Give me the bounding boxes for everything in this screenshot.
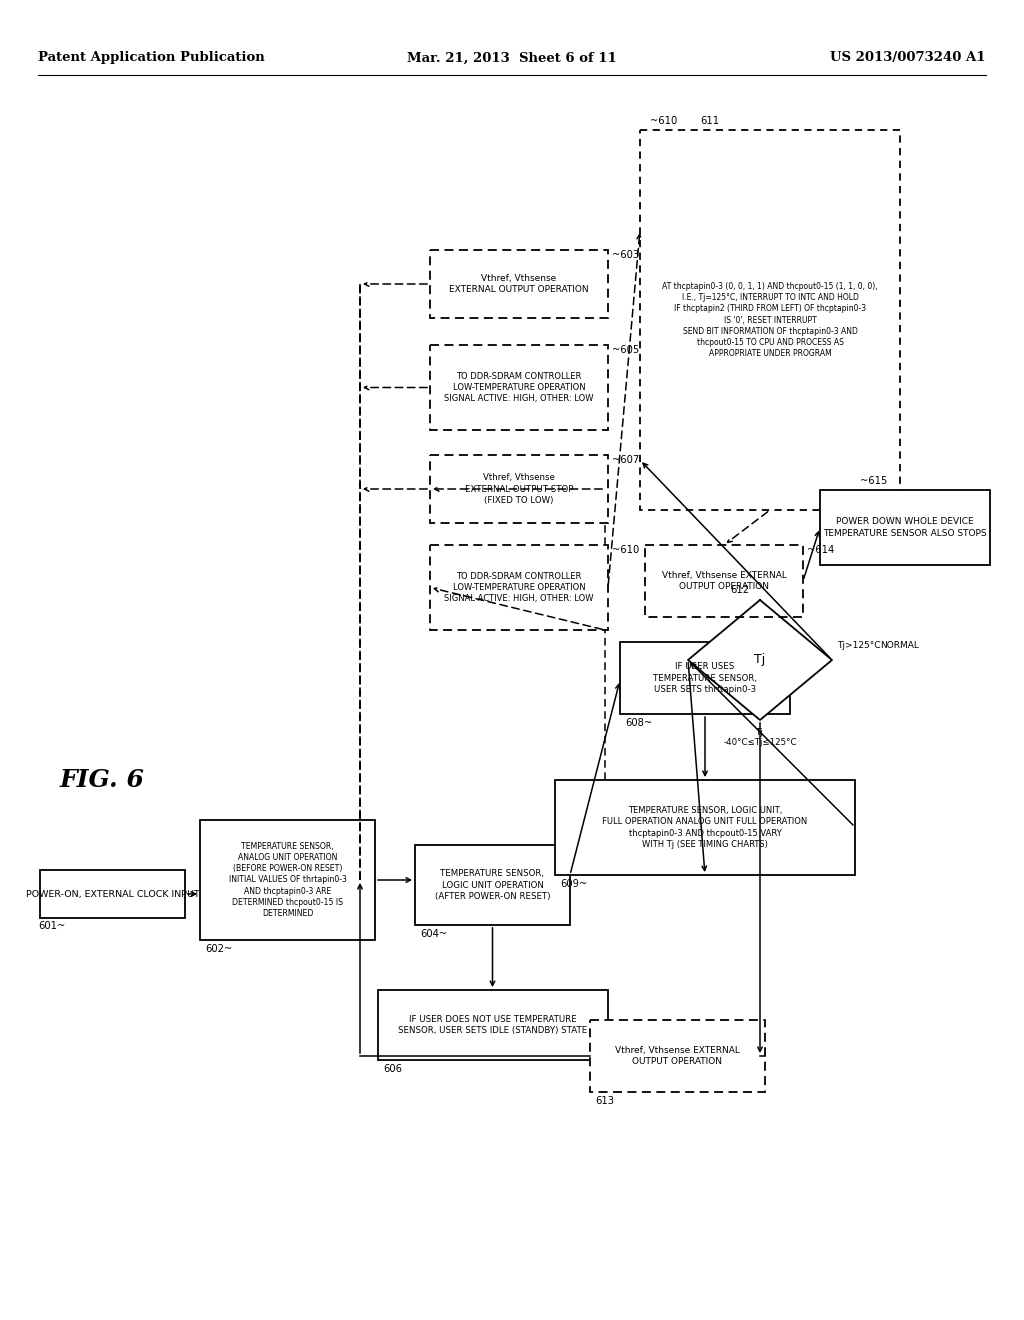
Bar	[640, 129, 900, 510]
Bar	[430, 545, 608, 630]
Bar	[430, 345, 608, 430]
Bar	[415, 845, 570, 925]
Text: ~610: ~610	[650, 116, 677, 125]
Bar	[430, 249, 608, 318]
Text: TEMPERATURE SENSOR,
LOGIC UNIT OPERATION
(AFTER POWER-ON RESET): TEMPERATURE SENSOR, LOGIC UNIT OPERATION…	[435, 870, 550, 900]
Bar	[200, 820, 375, 940]
Bar	[40, 870, 185, 917]
Text: POWER-ON, EXTERNAL CLOCK INPUT: POWER-ON, EXTERNAL CLOCK INPUT	[26, 890, 200, 899]
Text: ~607: ~607	[612, 455, 639, 465]
Text: 601~: 601~	[38, 921, 66, 931]
Text: 612: 612	[730, 585, 750, 595]
Text: IF USER USES
TEMPERATURE SENSOR,
USER SETS thrftapin0-3: IF USER USES TEMPERATURE SENSOR, USER SE…	[653, 663, 757, 693]
Text: 606: 606	[383, 1064, 402, 1074]
Text: ~614: ~614	[807, 545, 835, 554]
Text: POWER DOWN WHOLE DEVICE
TEMPERATURE SENSOR ALSO STOPS: POWER DOWN WHOLE DEVICE TEMPERATURE SENS…	[823, 517, 987, 537]
Text: 609~: 609~	[560, 879, 587, 888]
Bar	[820, 490, 990, 565]
Text: Tj: Tj	[755, 653, 766, 667]
Text: 604~: 604~	[420, 929, 447, 939]
Text: TO DDR-SDRAM CONTROLLER
LOW-TEMPERATURE OPERATION
SIGNAL ACTIVE: HIGH, OTHER: LO: TO DDR-SDRAM CONTROLLER LOW-TEMPERATURE …	[444, 372, 594, 403]
Text: Vthref, Vthsense EXTERNAL
OUTPUT OPERATION: Vthref, Vthsense EXTERNAL OUTPUT OPERATI…	[662, 572, 786, 591]
Text: Patent Application Publication: Patent Application Publication	[38, 51, 265, 65]
Text: 613: 613	[595, 1096, 614, 1106]
Text: ~605: ~605	[612, 345, 639, 355]
Text: Vthref, Vthsense
EXTERNAL OUTPUT STOP
(FIXED TO LOW): Vthref, Vthsense EXTERNAL OUTPUT STOP (F…	[465, 474, 573, 504]
Text: TEMPERATURE SENSOR,
ANALOG UNIT OPERATION
(BEFORE POWER-ON RESET)
INITIAL VALUES: TEMPERATURE SENSOR, ANALOG UNIT OPERATIO…	[228, 842, 346, 917]
Bar	[645, 545, 803, 616]
Text: TO DDR-SDRAM CONTROLLER
LOW-TEMPERATURE OPERATION
SIGNAL ACTIVE: HIGH, OTHER: LO: TO DDR-SDRAM CONTROLLER LOW-TEMPERATURE …	[444, 572, 594, 603]
Text: Tj
-40°C≤Tj≤125°C: Tj -40°C≤Tj≤125°C	[723, 729, 797, 747]
Text: US 2013/0073240 A1: US 2013/0073240 A1	[830, 51, 986, 65]
Text: FIG. 6: FIG. 6	[60, 768, 144, 792]
Text: Vthref, Vthsense EXTERNAL
OUTPUT OPERATION: Vthref, Vthsense EXTERNAL OUTPUT OPERATI…	[615, 1045, 740, 1067]
Text: AT thcptapin0-3 (0, 0, 1, 1) AND thcpout0-15 (1, 1, 0, 0),
I.E., Tj=125°C, INTER: AT thcptapin0-3 (0, 0, 1, 1) AND thcpout…	[663, 282, 878, 358]
Text: ~603: ~603	[612, 249, 639, 260]
Text: 611: 611	[700, 116, 719, 125]
Text: ~610: ~610	[612, 545, 639, 554]
Bar	[590, 1020, 765, 1092]
Text: Mar. 21, 2013  Sheet 6 of 11: Mar. 21, 2013 Sheet 6 of 11	[408, 51, 616, 65]
Text: NORMAL: NORMAL	[880, 640, 919, 649]
Text: 602~: 602~	[205, 944, 232, 954]
Text: 608~: 608~	[625, 718, 652, 729]
Bar	[378, 990, 608, 1060]
Text: Tj>125°C: Tj>125°C	[837, 640, 881, 649]
Bar	[555, 780, 855, 875]
Text: TEMPERATURE SENSOR, LOGIC UNIT,
FULL OPERATION ANALOG UNIT FULL OPERATION
thcpta: TEMPERATURE SENSOR, LOGIC UNIT, FULL OPE…	[602, 807, 808, 849]
Bar	[430, 455, 608, 523]
Text: Vthref, Vthsense
EXTERNAL OUTPUT OPERATION: Vthref, Vthsense EXTERNAL OUTPUT OPERATI…	[450, 275, 589, 294]
Polygon shape	[688, 601, 831, 719]
Text: IF USER DOES NOT USE TEMPERATURE
SENSOR, USER SETS IDLE (STANDBY) STATE: IF USER DOES NOT USE TEMPERATURE SENSOR,…	[398, 1015, 588, 1035]
Bar	[620, 642, 790, 714]
Text: ~615: ~615	[860, 477, 888, 486]
